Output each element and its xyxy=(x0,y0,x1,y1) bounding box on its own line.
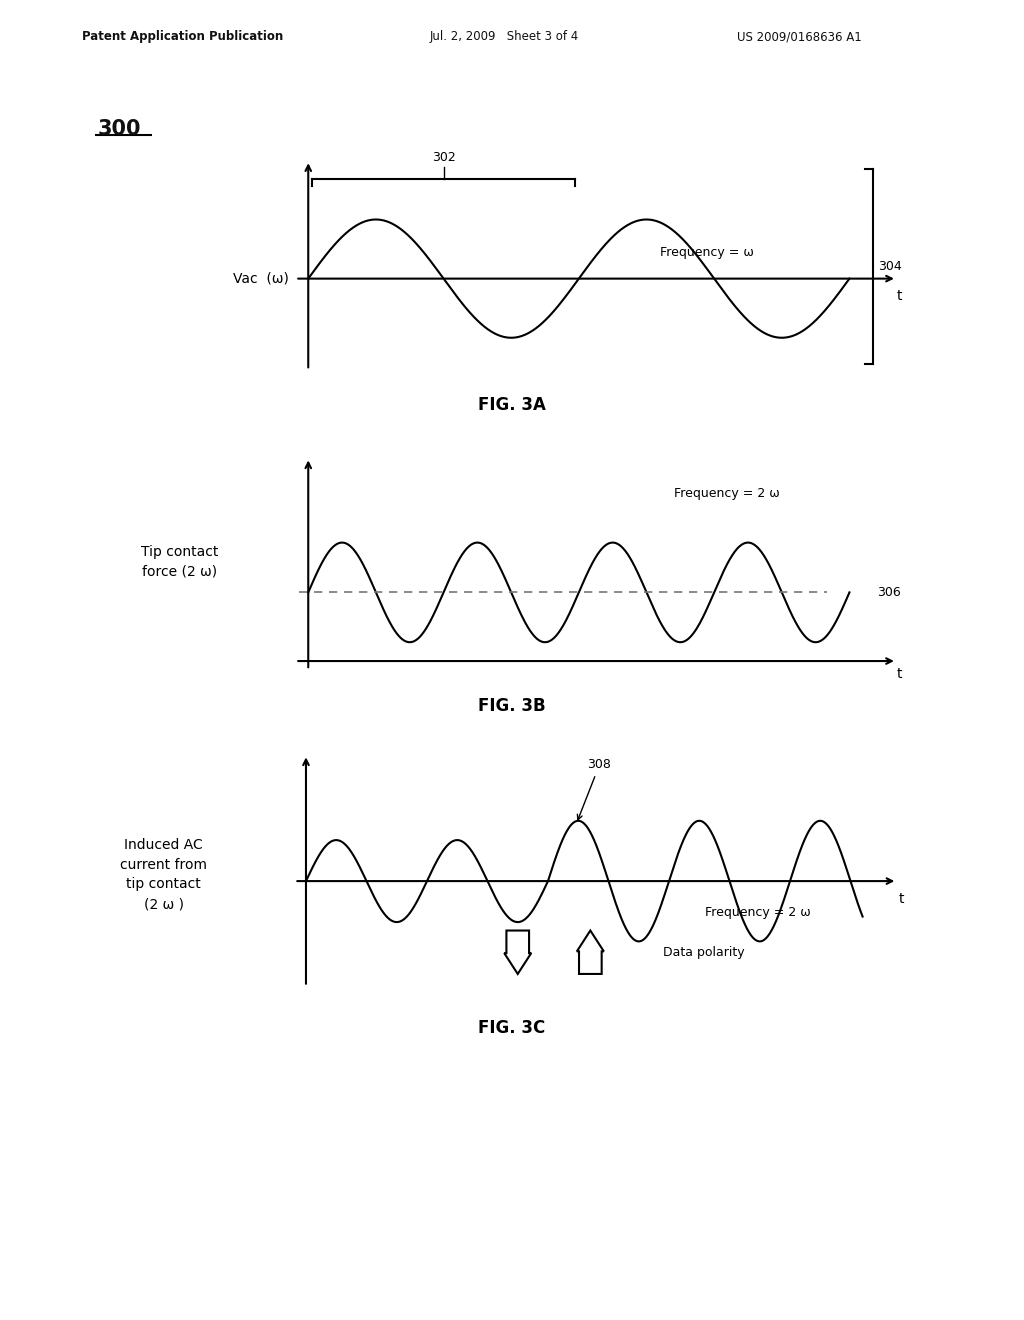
Text: FIG. 3A: FIG. 3A xyxy=(478,396,546,414)
Text: Patent Application Publication: Patent Application Publication xyxy=(82,30,284,44)
Text: US 2009/0168636 A1: US 2009/0168636 A1 xyxy=(737,30,862,44)
Text: 304: 304 xyxy=(879,260,902,273)
Text: 302: 302 xyxy=(432,152,456,165)
Text: t: t xyxy=(896,667,902,681)
Text: Data polarity: Data polarity xyxy=(663,945,744,958)
Text: 308: 308 xyxy=(578,759,611,820)
Text: FIG. 3B: FIG. 3B xyxy=(478,697,546,715)
Text: Induced AC: Induced AC xyxy=(125,838,203,851)
Text: Tip contact: Tip contact xyxy=(140,545,218,558)
Text: 306: 306 xyxy=(878,586,901,599)
Text: force (2 ω): force (2 ω) xyxy=(141,565,217,578)
Text: (2 ω ): (2 ω ) xyxy=(143,898,184,911)
Polygon shape xyxy=(577,931,604,974)
Text: Vac  (ω): Vac (ω) xyxy=(233,272,289,285)
Text: Frequency = 2 ω: Frequency = 2 ω xyxy=(674,487,779,500)
Text: t: t xyxy=(898,892,904,906)
Polygon shape xyxy=(504,931,531,974)
Text: current from: current from xyxy=(121,858,207,871)
Text: FIG. 3C: FIG. 3C xyxy=(478,1019,546,1038)
Text: Frequency = ω: Frequency = ω xyxy=(660,246,754,259)
Text: tip contact: tip contact xyxy=(127,878,201,891)
Text: Frequency = 2 ω: Frequency = 2 ω xyxy=(706,906,811,919)
Text: Jul. 2, 2009   Sheet 3 of 4: Jul. 2, 2009 Sheet 3 of 4 xyxy=(430,30,580,44)
Text: t: t xyxy=(896,289,902,304)
Text: 300: 300 xyxy=(97,119,140,139)
